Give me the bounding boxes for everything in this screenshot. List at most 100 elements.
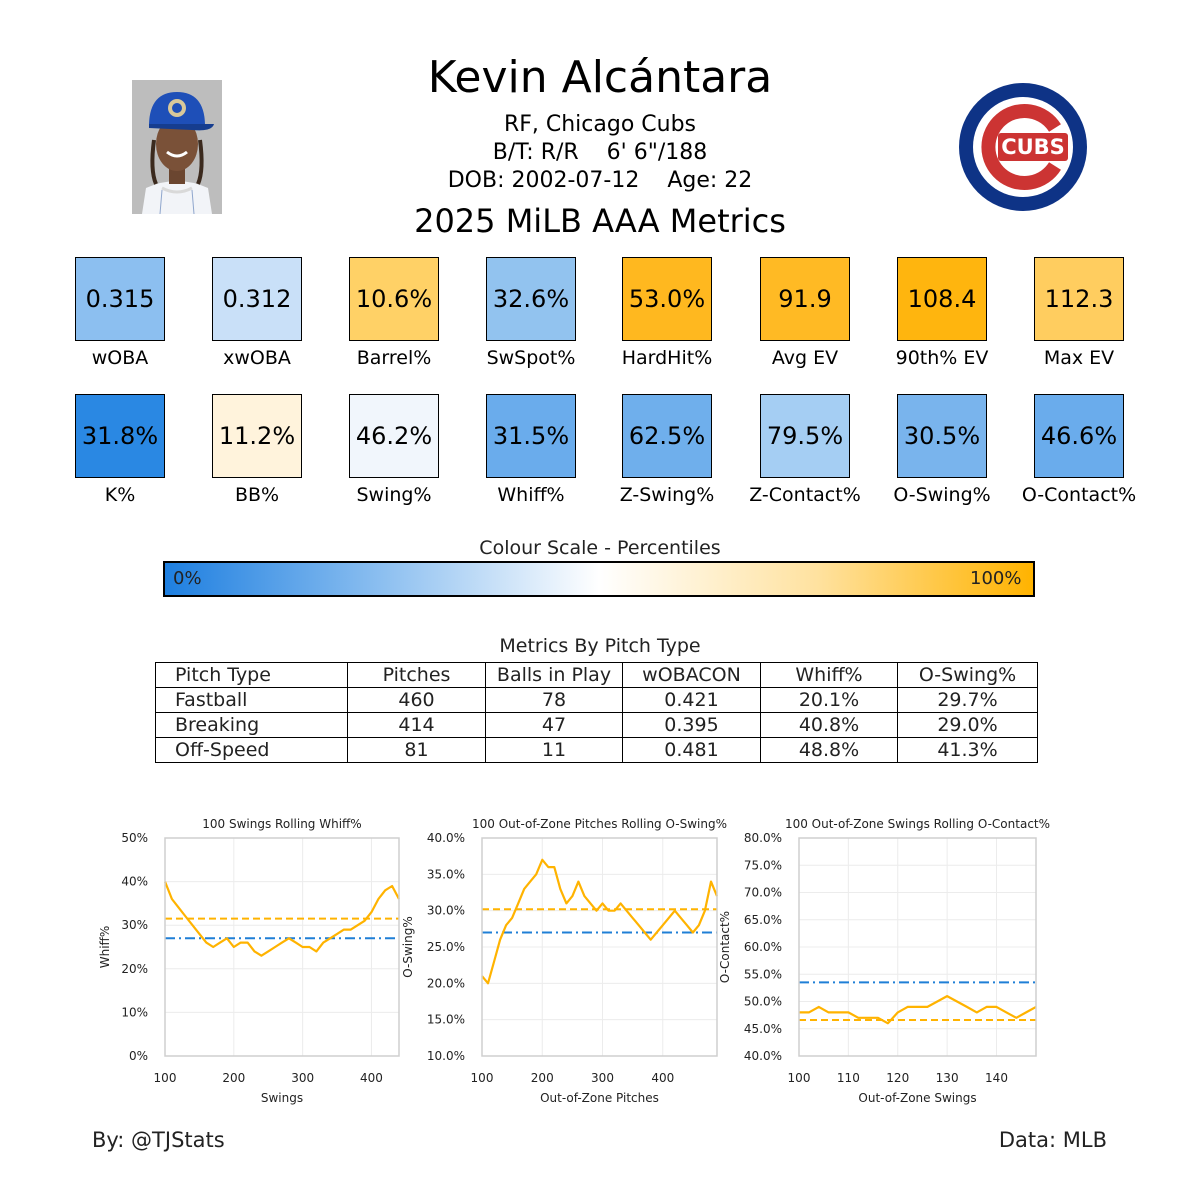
pitch-table-title: Metrics By Pitch Type	[499, 635, 701, 657]
metric-tile-hardhit: 53.0%	[622, 257, 712, 341]
pitch-type-cell: Pitch Type	[155, 662, 348, 688]
metric-tile-o-contact: 46.6%	[1034, 394, 1124, 478]
table-cell: 0.421	[622, 687, 761, 713]
y-tick-label: 30.0%	[427, 904, 465, 918]
metric-label: HardHit%	[621, 347, 713, 369]
metric-label: BB%	[234, 484, 280, 506]
y-tick-label: 15.0%	[427, 1013, 465, 1027]
table-cell: 41.3%	[897, 737, 1038, 763]
metric-label: Swing%	[356, 484, 432, 506]
metric-tile-bb: 11.2%	[212, 394, 302, 478]
metric-tile-swspot: 32.6%	[486, 257, 576, 341]
player-name: Kevin Alcántara	[427, 52, 773, 103]
metric-tile-whiff: 31.5%	[486, 394, 576, 478]
table-cell: 78	[485, 687, 623, 713]
player-position-team: RF, Chicago Cubs	[503, 112, 697, 137]
pitch-type-cell: Fastball	[155, 687, 348, 713]
table-cell: wOBACON	[622, 662, 761, 688]
metric-tile-barrel: 10.6%	[349, 257, 439, 341]
y-tick-label: 40.0%	[427, 831, 465, 845]
y-axis-label: O-Swing%	[401, 916, 415, 978]
table-cell: 47	[485, 712, 623, 738]
x-axis-label: Out-of-Zone Swings	[858, 1091, 976, 1105]
table-row: Fastball 460 78 0.421 20.1% 29.7%	[155, 687, 1038, 713]
table-cell: 29.7%	[897, 687, 1038, 713]
metric-label: 90th% EV	[895, 347, 989, 369]
rolling-chart-3: 40.0% 45.0% 50.0% 55.0% 60.0% 65.0% 70.0% 75.0%…	[718, 817, 1050, 1105]
table-cell: 414	[347, 712, 486, 738]
series-line	[799, 995, 1037, 1025]
y-axis-label: O-Contact%	[718, 911, 732, 983]
metric-label: Z-Swing%	[619, 484, 715, 506]
table-cell: 11	[485, 737, 623, 763]
table-cell: 20.1%	[760, 687, 898, 713]
metric-tile-xwoba: 0.312	[212, 257, 302, 341]
table-cell: 29.0%	[897, 712, 1038, 738]
y-tick-label: 0%	[129, 1049, 148, 1063]
plot-frame	[164, 837, 400, 1057]
color-scale-title: Colour Scale - Percentiles	[479, 537, 721, 559]
metric-tile-woba: 0.315	[75, 257, 165, 341]
y-tick-label: 30%	[121, 918, 148, 932]
age: Age: 22	[667, 168, 753, 193]
height-weight: 6' 6"/188	[606, 140, 708, 165]
player-headshot	[132, 80, 222, 214]
table-cell: O-Swing%	[897, 662, 1038, 688]
table-header-row: Pitch Type Pitches Balls in Play wOBACON Whi…	[155, 662, 1038, 688]
player-dob-line: DOB: 2002-07-12 Age: 22	[0, 168, 1200, 193]
y-tick-label: 20.0%	[427, 976, 465, 990]
metric-tile-k: 31.8%	[75, 394, 165, 478]
table-cell: 48.8%	[760, 737, 898, 763]
section-title: 2025 MiLB AAA Metrics	[414, 202, 786, 240]
metric-label: SwSpot%	[486, 347, 576, 369]
table-cell: 0.395	[622, 712, 761, 738]
plot-frame	[481, 837, 718, 1057]
y-tick-label: 70.0%	[744, 886, 782, 900]
table-row: Off-Speed 81 11 0.481 48.8% 41.3%	[155, 737, 1038, 763]
y-tick-label: 55.0%	[744, 967, 782, 981]
x-tick-label: 140	[985, 1071, 1008, 1085]
y-tick-label: 20%	[121, 962, 148, 976]
y-tick-label: 80.0%	[744, 831, 782, 845]
footer-data-source: Data: MLB	[998, 1128, 1107, 1152]
footer-credit: By: @TJStats	[92, 1128, 225, 1152]
table-cell: 0.481	[622, 737, 761, 763]
chart-title: 100 Out-of-Zone Pitches Rolling O-Swing%	[472, 817, 727, 831]
metric-label: O-Contact%	[1021, 484, 1137, 506]
pitch-type-cell: Off-Speed	[155, 737, 348, 763]
metric-tile-avg-ev: 91.9	[760, 257, 850, 341]
y-tick-label: 75.0%	[744, 858, 782, 872]
chart-title: 100 Out-of-Zone Swings Rolling O-Contact…	[785, 817, 1050, 831]
table-cell: Whiff%	[760, 662, 898, 688]
y-tick-label: 35.0%	[427, 867, 465, 881]
x-tick-label: 100	[788, 1071, 811, 1085]
x-tick-label: 200	[222, 1071, 245, 1085]
series-line	[481, 858, 719, 985]
metric-tile-z-swing: 62.5%	[622, 394, 712, 478]
x-tick-label: 400	[651, 1071, 674, 1085]
plot-frame	[798, 837, 1037, 1057]
table-cell: Balls in Play	[485, 662, 623, 688]
metric-label: wOBA	[91, 347, 149, 369]
svg-text:CUBS: CUBS	[1001, 135, 1065, 159]
metric-tile-z-contact: 79.5%	[760, 394, 850, 478]
metric-label: Z-Contact%	[749, 484, 861, 506]
rolling-chart-2: 10.0% 15.0% 20.0% 25.0% 30.0% 35.0% 40.0% 100 20…	[401, 817, 727, 1105]
metric-tile-max-ev: 112.3	[1034, 257, 1124, 341]
metric-label: xwOBA	[223, 347, 291, 369]
headshot-illustration	[132, 80, 222, 214]
bats-throws: B/T: R/R	[492, 140, 579, 165]
rolling-chart-1: 0% 10% 20% 30% 40% 50% 100 200 300 400 100 Swings …	[98, 817, 400, 1105]
x-tick-label: 300	[591, 1071, 614, 1085]
y-tick-label: 40.0%	[744, 1049, 782, 1063]
metric-label: O-Swing%	[893, 484, 991, 506]
y-tick-label: 65.0%	[744, 913, 782, 927]
color-scale-max-label: 100%	[970, 568, 1022, 589]
y-tick-label: 50%	[121, 831, 148, 845]
chart-title: 100 Swings Rolling Whiff%	[202, 817, 361, 831]
pitch-type-cell: Breaking	[155, 712, 348, 738]
y-tick-label: 40%	[121, 875, 148, 889]
metric-label: Whiff%	[497, 484, 565, 506]
x-tick-label: 400	[360, 1071, 383, 1085]
rolling-charts: 0% 10% 20% 30% 40% 50% 100 200 300 400 100 Swings …	[98, 817, 1050, 1105]
